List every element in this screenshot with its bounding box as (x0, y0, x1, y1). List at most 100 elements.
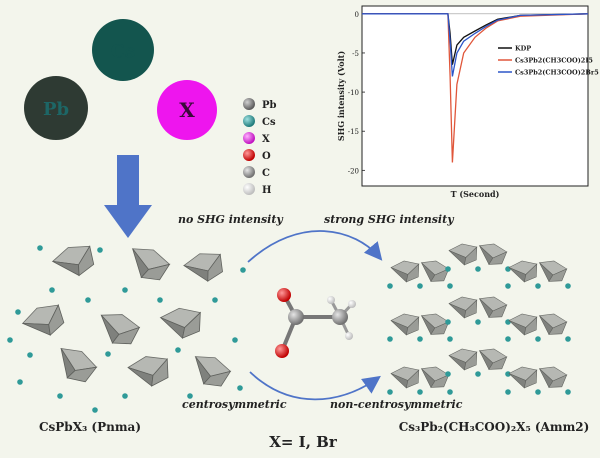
cs-ion (387, 336, 393, 342)
cs-ion (187, 393, 193, 399)
carbon-atom-1 (288, 309, 304, 325)
octahedron (420, 366, 450, 388)
octahedron (390, 260, 420, 283)
chart-y-tick-label: -20 (348, 167, 359, 175)
cs-ion (447, 389, 453, 395)
cs-ion (505, 371, 511, 377)
x-atom-label: X (179, 98, 195, 122)
top-curved-arrow (247, 230, 383, 263)
carbon-atom-2 (332, 309, 348, 325)
cs-ion (445, 266, 451, 272)
octahedron (127, 356, 169, 387)
cs-ion (57, 393, 63, 399)
cs-ion (447, 336, 453, 342)
cs-ion (445, 371, 451, 377)
cs-atom-circle (92, 19, 154, 81)
octahedron (538, 366, 568, 388)
legend-pb-ball (243, 98, 255, 110)
octahedron (508, 260, 538, 283)
legend-o-ball (243, 149, 255, 161)
oxygen-atom-top (277, 288, 291, 302)
octahedron (448, 243, 478, 266)
legend-x-ball (243, 132, 255, 144)
chart-x-axis-label: T (Second) (451, 189, 500, 199)
hydrogen-atom-1 (327, 296, 335, 304)
cs-ion (212, 297, 218, 303)
octahedron (131, 248, 171, 281)
chart-legend-label: Cs3Pb2(CH3COO)2Br5 (515, 69, 599, 77)
octahedron (183, 253, 223, 282)
cs-atom-label: Cs (111, 41, 135, 62)
octahedron (448, 348, 478, 371)
octahedron (478, 296, 508, 318)
shg-chart: 0 -5 -10 -15 -20 SHG intensity (Volt) T (Sec… (336, 5, 599, 199)
legend-o-label: O (262, 151, 271, 162)
oxygen-atom-bottom (275, 344, 289, 358)
cs-ion (387, 283, 393, 289)
cs-ion (505, 389, 511, 395)
cs-ion (85, 297, 91, 303)
octahedron (508, 366, 538, 389)
octahedron (390, 366, 420, 389)
left-phase-label: CsPbX₃ (Pnma) (39, 420, 141, 434)
cs-ion (237, 385, 243, 391)
legend-h-label: H (262, 185, 271, 196)
cs-ion (417, 389, 423, 395)
cs-ion (17, 379, 23, 385)
octahedron (448, 296, 478, 319)
cs-ion (565, 283, 571, 289)
cs-ion (565, 389, 571, 395)
octahedron (478, 243, 508, 265)
octahedron (478, 348, 508, 370)
octahedron (51, 245, 95, 277)
octahedron (390, 313, 420, 336)
cs-ion (15, 309, 21, 315)
cs-ion (27, 352, 33, 358)
octahedron (100, 314, 141, 345)
cs-ion (565, 336, 571, 342)
chart-legend-label: KDP (515, 45, 531, 53)
cspbx3-structure (7, 245, 246, 413)
cs-ion (445, 319, 451, 325)
chart-y-tick-label: 0 (355, 11, 359, 19)
cs-ion (175, 347, 181, 353)
chart-series-line-2 (362, 13, 589, 77)
cs-ion (92, 407, 98, 413)
cs-ion (535, 283, 541, 289)
acetate-molecule (275, 288, 356, 358)
cs-ion (535, 389, 541, 395)
legend-c-ball (243, 166, 255, 178)
octahedron (60, 347, 98, 383)
cs-ion (387, 389, 393, 395)
legend-pb-label: Pb (262, 100, 277, 111)
legend-h-ball (243, 183, 255, 195)
non-centrosymmetric-label: non-centrosymmetric (330, 398, 463, 411)
cs-ion (417, 283, 423, 289)
cs-ion (417, 336, 423, 342)
octahedron (538, 260, 568, 282)
right-phase-text: Cs₃Pb₂(CH₃COO)₂X₅ (Amm2) (399, 420, 590, 434)
octahedron (538, 313, 568, 335)
chart-y-axis-label: SHG intensity (Volt) (336, 51, 346, 141)
octahedron (21, 304, 65, 336)
cs-ion (535, 336, 541, 342)
cs-ion (240, 267, 246, 273)
chart-series-line-1 (362, 13, 589, 163)
chart-y-tick-label: -5 (352, 50, 359, 58)
octahedron (159, 307, 202, 339)
cs-ion (475, 266, 481, 272)
octahedron (420, 313, 450, 335)
chart-y-tick-label: -15 (348, 128, 359, 136)
cs-ion (122, 287, 128, 293)
cs3pb2-structure (387, 243, 571, 395)
cs-ion (157, 297, 163, 303)
octahedron (194, 356, 232, 387)
chart-plot-area (361, 5, 589, 187)
chart-legend-label: Cs3Pb2(CH3COO)2I5 (515, 57, 593, 65)
cs-ion (97, 247, 103, 253)
no-shg-label: no SHG intensity (178, 213, 284, 226)
centrosymmetric-label: centrosymmetric (182, 398, 287, 411)
down-arrow-icon (104, 155, 152, 238)
chart-y-tick-label: -10 (348, 89, 359, 97)
